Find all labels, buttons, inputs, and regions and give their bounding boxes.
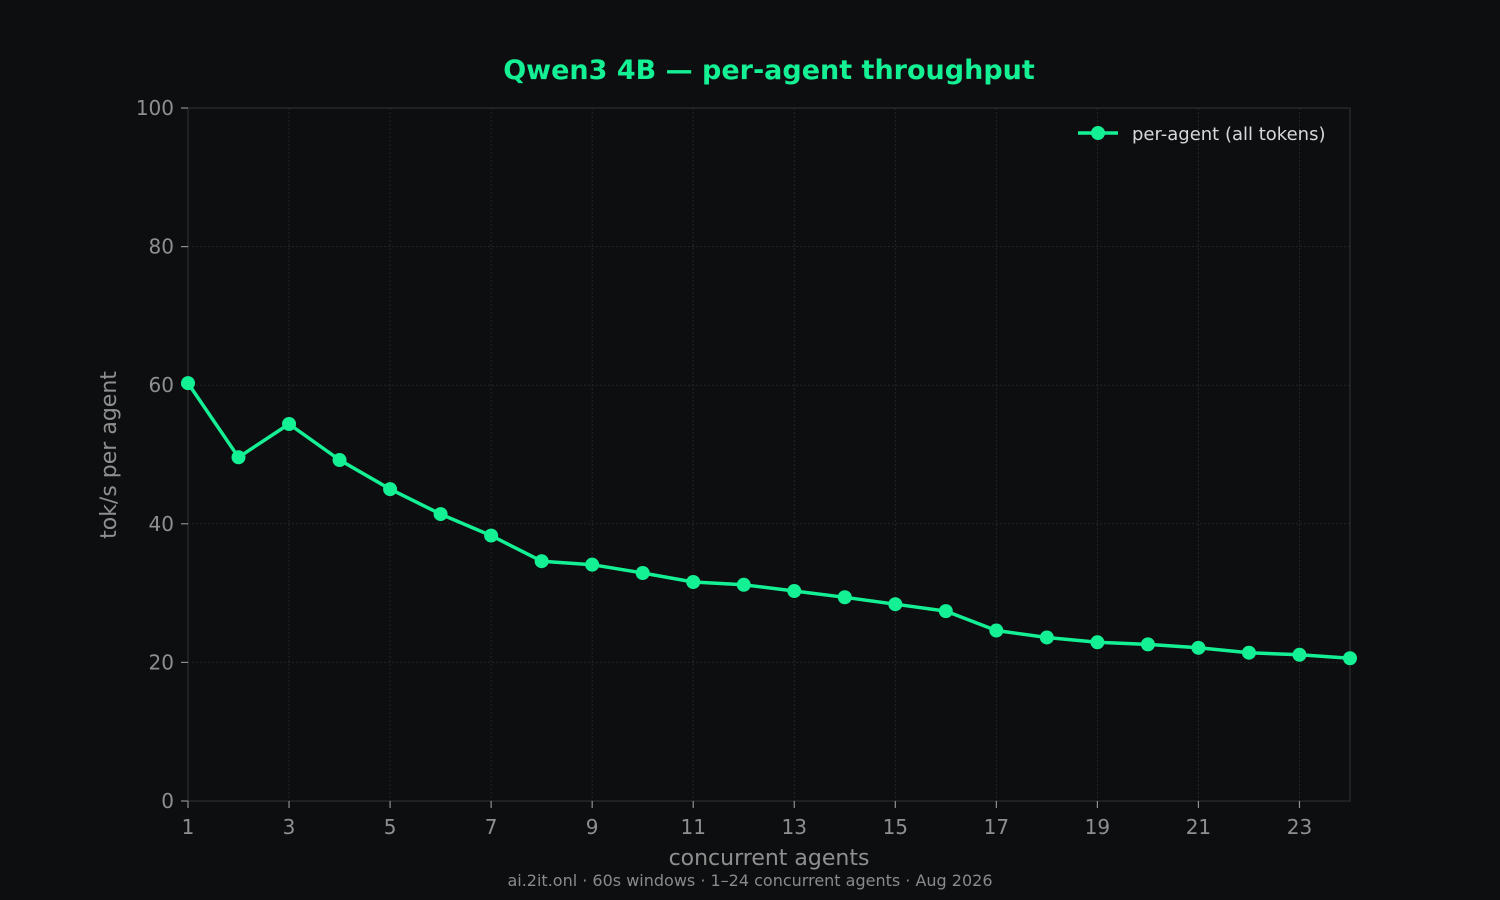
y-tick-label: 20	[149, 650, 174, 674]
legend-marker	[1091, 126, 1105, 140]
data-point	[1039, 630, 1054, 645]
data-point	[383, 482, 398, 497]
x-tick-label: 7	[485, 815, 498, 839]
data-point	[1140, 637, 1155, 652]
data-point	[837, 590, 852, 605]
data-point	[736, 577, 751, 592]
x-tick-label: 23	[1287, 815, 1312, 839]
series-line	[186, 382, 1351, 660]
data-point	[787, 584, 802, 599]
data-point	[1343, 651, 1357, 666]
x-tick-label: 21	[1186, 815, 1211, 839]
footer-caption: ai.2it.onl · 60s windows · 1–24 concurre…	[507, 871, 992, 890]
grid	[188, 108, 1350, 801]
data-point	[989, 623, 1004, 638]
y-tick-label: 60	[149, 373, 174, 397]
legend-label: per-agent (all tokens)	[1132, 124, 1325, 145]
data-point	[938, 604, 953, 619]
y-tick-label: 40	[149, 512, 174, 536]
series	[181, 376, 1357, 666]
data-point	[1241, 645, 1256, 660]
x-tick-label: 9	[586, 815, 599, 839]
data-point	[231, 450, 246, 465]
x-tick-label: 13	[782, 815, 807, 839]
data-point	[332, 453, 347, 468]
data-point	[181, 376, 195, 391]
data-point	[433, 507, 448, 522]
y-tick-label: 80	[149, 235, 174, 259]
x-tick-label: 1	[182, 815, 195, 839]
data-point	[534, 554, 549, 569]
plot-frame	[187, 107, 1351, 802]
data-point	[484, 528, 499, 543]
data-point	[686, 575, 701, 590]
x-tick-label: 17	[984, 815, 1009, 839]
data-point	[1292, 647, 1307, 662]
x-tick-label: 15	[883, 815, 908, 839]
data-point	[888, 597, 903, 612]
y-tick-label: 0	[161, 789, 174, 813]
x-tick-label: 5	[384, 815, 397, 839]
x-axis-label: concurrent agents	[669, 846, 870, 871]
x-tick-label: 11	[680, 815, 705, 839]
x-tick-label: 3	[283, 815, 296, 839]
data-point	[635, 566, 650, 581]
data-point	[1090, 635, 1105, 650]
data-point	[1191, 640, 1206, 655]
x-tick-label: 19	[1085, 815, 1110, 839]
legend: per-agent (all tokens)	[1078, 124, 1325, 145]
y-tick-label: 100	[136, 96, 174, 120]
chart-title: Qwen3 4B — per-agent throughput	[503, 55, 1035, 86]
data-point	[282, 417, 297, 432]
y-axis-label: tok/s per agent	[97, 371, 122, 539]
data-point	[585, 557, 600, 572]
